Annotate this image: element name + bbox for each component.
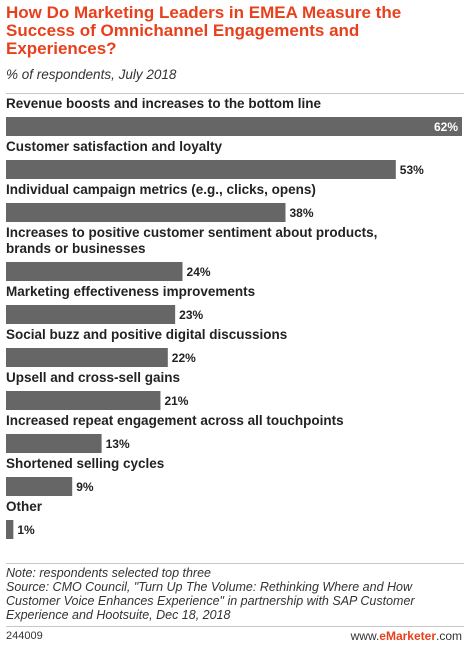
bar xyxy=(6,160,396,179)
value-label: 23% xyxy=(179,308,203,322)
category-label: Upsell and cross-sell gains xyxy=(6,370,180,385)
bar xyxy=(6,262,183,281)
bar-group-10: Other 1% xyxy=(6,499,43,539)
category-label: Customer satisfaction and loyalty xyxy=(6,139,223,154)
category-label: Social buzz and positive digital discuss… xyxy=(6,327,287,342)
bar xyxy=(6,117,462,136)
brand-logo: www.eMarketer.com xyxy=(350,629,462,643)
bar-group-6: Social buzz and positive digital discuss… xyxy=(6,327,287,367)
value-label: 38% xyxy=(289,206,313,220)
value-label: 53% xyxy=(400,163,424,177)
bar-group-5: Marketing effectiveness improvements 23% xyxy=(6,284,255,324)
bar xyxy=(6,391,161,410)
category-label: Increases to positive customer sentiment… xyxy=(6,225,377,256)
category-label: Revenue boosts and increases to the bott… xyxy=(6,96,322,111)
bar xyxy=(6,434,102,453)
bar-group-2: Customer satisfaction and loyalty 53% xyxy=(6,139,424,179)
bar xyxy=(6,520,14,539)
bottom-divider xyxy=(6,563,464,564)
value-label: 62% xyxy=(434,120,458,134)
value-label: 21% xyxy=(164,394,188,408)
bar-group-1: Revenue boosts and increases to the bott… xyxy=(6,96,462,136)
top-divider xyxy=(6,93,464,94)
chart-subtitle: % of respondents, July 2018 xyxy=(6,67,177,82)
bar-group-9: Shortened selling cycles 9% xyxy=(6,456,164,496)
footnotes: Note: respondents selected top three Sou… xyxy=(6,566,456,622)
chart-title: How Do Marketing Leaders in EMEA Measure… xyxy=(6,3,402,58)
value-label: 9% xyxy=(76,480,94,494)
value-label: 22% xyxy=(172,351,196,365)
value-label: 13% xyxy=(106,437,130,451)
bar-group-7: Upsell and cross-sell gains 21% xyxy=(6,370,189,410)
bar xyxy=(6,203,286,222)
note-text: Note: respondents selected top three xyxy=(6,566,211,580)
bar xyxy=(6,305,176,324)
bar-group-3: Individual campaign metrics (e.g., click… xyxy=(6,182,316,222)
chart-id: 244009 xyxy=(6,630,43,642)
source-text: Source: CMO Council, "Turn Up The Volume… xyxy=(6,580,415,622)
category-label: Marketing effectiveness improvements xyxy=(6,284,255,299)
category-label: Other xyxy=(6,499,43,514)
category-label: Shortened selling cycles xyxy=(6,456,164,471)
bar xyxy=(6,348,168,367)
bar-group-8: Increased repeat engagement across all t… xyxy=(6,413,344,453)
value-label: 24% xyxy=(187,265,211,279)
value-label: 1% xyxy=(17,523,35,537)
bar-chart: Revenue boosts and increases to the bott… xyxy=(6,96,462,539)
category-label: Increased repeat engagement across all t… xyxy=(6,413,344,428)
bar xyxy=(6,477,73,496)
category-label: Individual campaign metrics (e.g., click… xyxy=(6,182,316,197)
footer-divider xyxy=(6,626,464,627)
bar-group-4: Increases to positive customer sentiment… xyxy=(6,225,377,281)
